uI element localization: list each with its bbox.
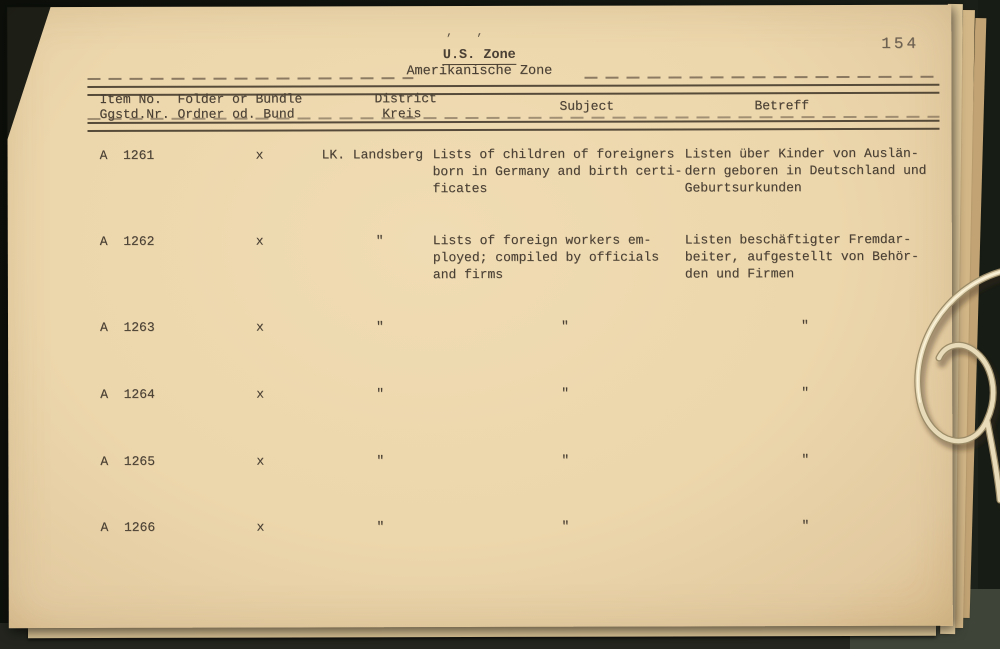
subject-cell: Lists of foreign workers em- ployed; com… — [432, 232, 660, 283]
district-cell: " — [376, 319, 384, 335]
item-number-cell: A 1261 — [99, 147, 155, 163]
table-row: A 1264 x " " " — [8, 384, 952, 446]
folder-cell: x — [255, 233, 264, 249]
district-cell: " — [376, 519, 385, 535]
title-dash-rule-left — [87, 77, 414, 81]
page-title: U.S. Zone — [7, 47, 951, 66]
folder-cell: x — [255, 147, 264, 163]
item-number-cell: A 1266 — [100, 519, 156, 535]
betreff-cell: " — [801, 385, 810, 401]
table-rule-bottom — [87, 119, 940, 133]
folder-cell: x — [256, 519, 265, 535]
betreff-cell: " — [801, 318, 809, 334]
item-number-cell: A 1265 — [100, 453, 156, 469]
document-page: 154 ’ ’ U.S. Zone Amerikanische Zone Ite… — [7, 4, 953, 629]
table-row: A 1263 x " " " — [8, 317, 952, 379]
betreff-cell: " — [801, 452, 810, 468]
column-header-betreff: Betreff — [754, 98, 810, 114]
table-row: A 1265 x " " " — [8, 451, 952, 513]
item-number-cell: A 1262 — [99, 233, 155, 249]
item-number-cell: A 1264 — [100, 386, 155, 402]
betreff-cell: Listen beschäftigter Fremdar- beiter, au… — [684, 231, 919, 282]
folder-cell: x — [256, 319, 264, 335]
stray-typewriter-marks: ’ ’ — [445, 31, 491, 47]
title-dash-rule-right — [584, 75, 940, 79]
district-cell: " — [376, 453, 385, 469]
betreff-cell: " — [801, 518, 810, 534]
folder-cell: x — [256, 453, 265, 469]
betreff-cell: Listen über Kinder von Auslän- dern gebo… — [684, 145, 927, 196]
table-row: A 1262 x " Lists of foreign workers em- … — [8, 231, 952, 293]
district-cell: LK. Landsberg — [321, 147, 424, 163]
table-row: A 1266 x " " " — [9, 517, 953, 579]
district-cell: " — [375, 233, 384, 249]
subject-cell: " — [561, 518, 570, 534]
folder-cell: x — [256, 386, 265, 402]
district-cell: " — [376, 386, 385, 402]
subject-cell: " — [561, 452, 570, 468]
subject-cell: " — [561, 385, 570, 401]
table-row: A 1261 x LK. Landsberg Lists of children… — [8, 145, 952, 207]
subject-cell: " — [561, 318, 569, 334]
column-header-subject: Subject — [559, 98, 615, 114]
item-number-cell: A 1263 — [100, 319, 155, 335]
subject-cell: Lists of children of foreigners born in … — [432, 146, 683, 197]
